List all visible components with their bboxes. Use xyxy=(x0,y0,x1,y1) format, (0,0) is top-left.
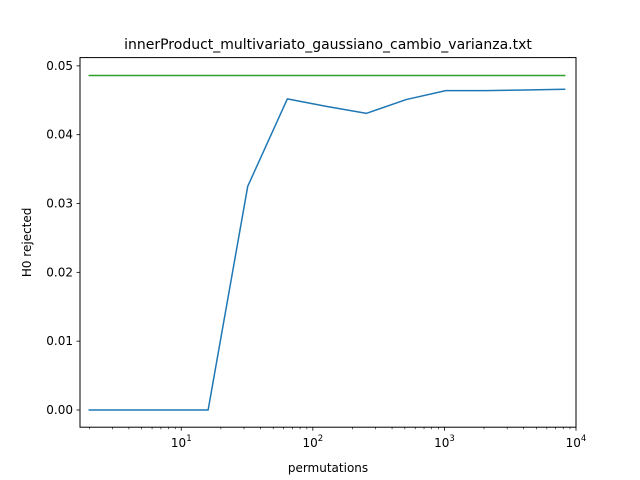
y-tick-label-1: 0.00 xyxy=(46,403,73,417)
x-tick-label-3: 103 xyxy=(434,434,455,450)
x-tick-label-1: 101 xyxy=(171,434,192,450)
y-tick-label-6: 0.05 xyxy=(46,59,73,73)
x-axis: 101 102 103 104 xyxy=(88,427,587,450)
x-tick-label-4: 104 xyxy=(566,434,587,450)
y-tick-label-4: 0.03 xyxy=(46,197,73,211)
series-line-1 xyxy=(88,88,566,411)
y-tick-label-3: 0.02 xyxy=(46,265,73,279)
y-axis: 0.00 0.01 0.02 0.03 0.04 0.05 xyxy=(46,59,80,417)
y-tick-label-5: 0.04 xyxy=(46,128,73,142)
axes-frame xyxy=(79,57,577,428)
series-layer xyxy=(88,74,566,411)
y-axis-label: H0 rejected xyxy=(20,208,34,278)
y-tick-label-2: 0.01 xyxy=(46,334,73,348)
x-axis-label: permutations xyxy=(288,461,368,475)
x-tick-label-2: 102 xyxy=(302,434,323,450)
chart-title: innerProduct_multivariato_gaussiano_camb… xyxy=(124,37,532,53)
